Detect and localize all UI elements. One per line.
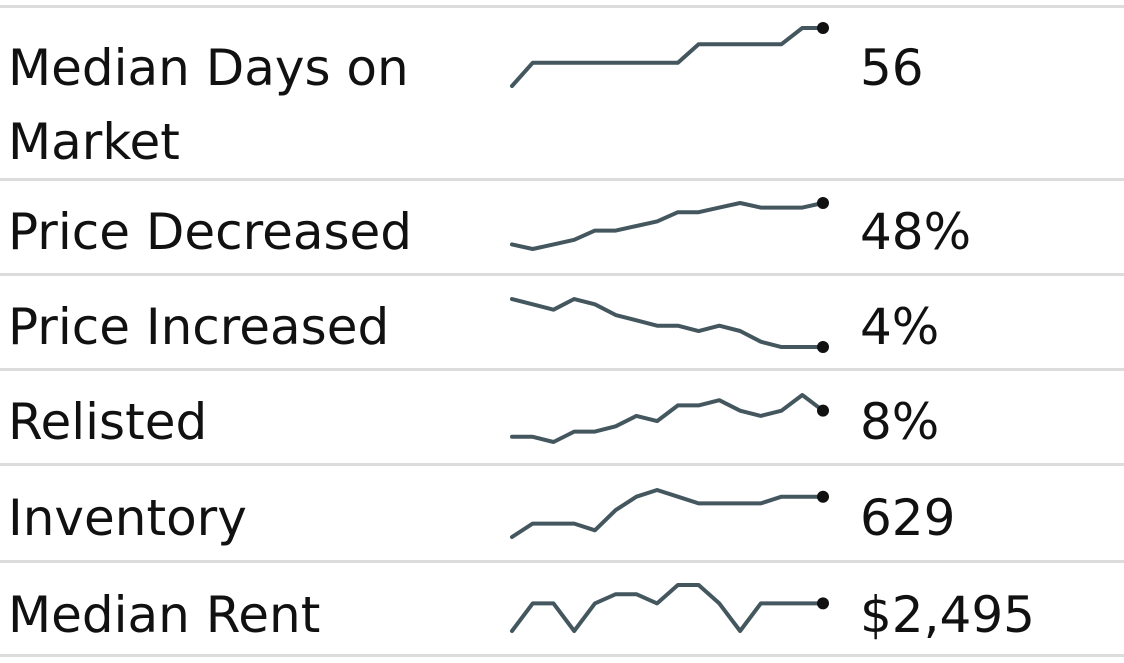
- row-value: 4%: [860, 298, 940, 356]
- table-row: Price Increased 4%: [0, 273, 1124, 368]
- row-label: Inventory: [8, 489, 247, 547]
- row-value: 56: [860, 39, 924, 97]
- sparkline-endpoint: [817, 341, 829, 353]
- row-value: 48%: [860, 203, 972, 261]
- sparkline-series: [510, 297, 825, 349]
- sparkline-series: [510, 583, 825, 633]
- table-row: Median Days on Market 56: [0, 5, 1124, 178]
- row-label: Relisted: [8, 393, 208, 451]
- table-row: Inventory 629: [0, 463, 1124, 560]
- sparkline: [510, 197, 829, 251]
- row-label: Median Days on Market: [8, 39, 409, 171]
- row-value: 629: [860, 489, 956, 547]
- sparkline: [510, 297, 829, 353]
- sparkline-endpoint: [817, 197, 829, 209]
- sparkline-series: [510, 26, 825, 88]
- sparkline: [510, 488, 829, 539]
- row-label: Median Rent: [8, 586, 321, 644]
- table-row: Median Rent $2,495: [0, 560, 1124, 657]
- sparkline-series: [510, 488, 825, 539]
- sparkline: [510, 22, 829, 88]
- sparkline-endpoint: [817, 404, 829, 417]
- sparkline-endpoint: [817, 597, 829, 610]
- sparkline-series: [510, 393, 825, 444]
- sparkline-endpoint: [817, 22, 829, 34]
- row-value: 8%: [860, 393, 940, 451]
- row-label: Price Increased: [8, 298, 390, 356]
- sparkline-series: [510, 201, 825, 251]
- row-label: Price Decreased: [8, 203, 413, 261]
- table-row: Relisted 8%: [0, 368, 1124, 463]
- table-row: Price Decreased 48%: [0, 178, 1124, 273]
- sparkline-endpoint: [817, 490, 829, 503]
- row-value: $2,495: [860, 586, 1035, 644]
- sparkline: [510, 583, 829, 633]
- sparkline: [510, 393, 829, 444]
